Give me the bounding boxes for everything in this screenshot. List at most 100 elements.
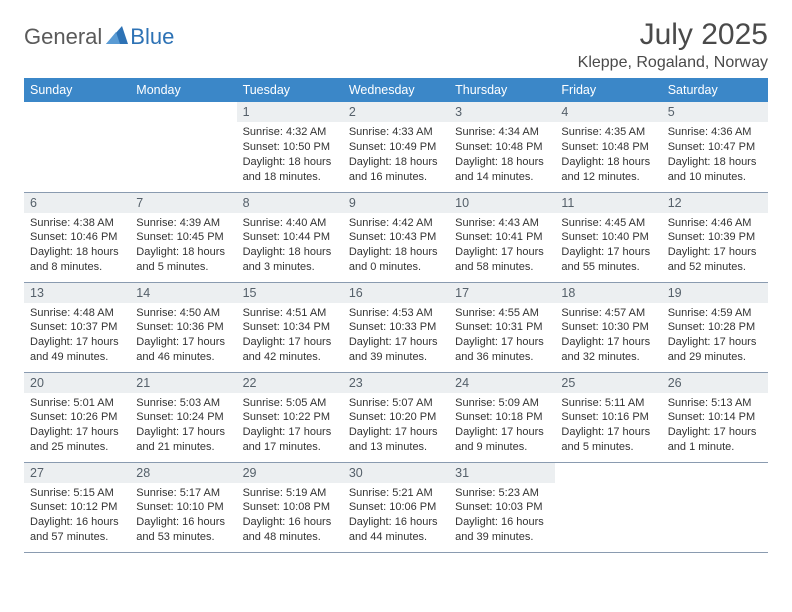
day-number: 15 [237, 283, 343, 303]
day-details: Sunrise: 4:53 AMSunset: 10:33 PMDaylight… [343, 303, 449, 369]
day-number: 6 [24, 193, 130, 213]
calendar-day-cell: 26Sunrise: 5:13 AMSunset: 10:14 PMDaylig… [662, 372, 768, 462]
day-details: Sunrise: 4:39 AMSunset: 10:45 PMDaylight… [130, 213, 236, 279]
weekday-header: Saturday [662, 78, 768, 102]
calendar-day-cell: 25Sunrise: 5:11 AMSunset: 10:16 PMDaylig… [555, 372, 661, 462]
day-number: 23 [343, 373, 449, 393]
day-details: Sunrise: 5:15 AMSunset: 10:12 PMDaylight… [24, 483, 130, 549]
logo: General Blue [24, 24, 174, 50]
day-details: Sunrise: 5:07 AMSunset: 10:20 PMDaylight… [343, 393, 449, 459]
day-details: Sunrise: 5:23 AMSunset: 10:03 PMDaylight… [449, 483, 555, 549]
calendar-day-cell: 24Sunrise: 5:09 AMSunset: 10:18 PMDaylig… [449, 372, 555, 462]
calendar-day-cell: 30Sunrise: 5:21 AMSunset: 10:06 PMDaylig… [343, 462, 449, 552]
calendar-day-cell: 8Sunrise: 4:40 AMSunset: 10:44 PMDayligh… [237, 192, 343, 282]
calendar-day-cell: . [24, 102, 130, 192]
day-number: 17 [449, 283, 555, 303]
weekday-header: Friday [555, 78, 661, 102]
weekday-header-row: Sunday Monday Tuesday Wednesday Thursday… [24, 78, 768, 102]
day-number: 11 [555, 193, 661, 213]
day-number: 21 [130, 373, 236, 393]
weekday-header: Sunday [24, 78, 130, 102]
calendar-day-cell: 6Sunrise: 4:38 AMSunset: 10:46 PMDayligh… [24, 192, 130, 282]
weekday-header: Thursday [449, 78, 555, 102]
calendar-day-cell: 10Sunrise: 4:43 AMSunset: 10:41 PMDaylig… [449, 192, 555, 282]
day-number: 25 [555, 373, 661, 393]
calendar-day-cell: 29Sunrise: 5:19 AMSunset: 10:08 PMDaylig… [237, 462, 343, 552]
day-details: Sunrise: 4:40 AMSunset: 10:44 PMDaylight… [237, 213, 343, 279]
calendar-day-cell: 9Sunrise: 4:42 AMSunset: 10:43 PMDayligh… [343, 192, 449, 282]
day-number: 4 [555, 102, 661, 122]
day-number: 26 [662, 373, 768, 393]
day-details: Sunrise: 4:36 AMSunset: 10:47 PMDaylight… [662, 122, 768, 188]
day-details: Sunrise: 5:17 AMSunset: 10:10 PMDaylight… [130, 483, 236, 549]
day-number: 7 [130, 193, 236, 213]
day-details: Sunrise: 4:43 AMSunset: 10:41 PMDaylight… [449, 213, 555, 279]
day-number: 28 [130, 463, 236, 483]
calendar-day-cell: 7Sunrise: 4:39 AMSunset: 10:45 PMDayligh… [130, 192, 236, 282]
weekday-header: Wednesday [343, 78, 449, 102]
day-number: 9 [343, 193, 449, 213]
day-details: Sunrise: 4:33 AMSunset: 10:49 PMDaylight… [343, 122, 449, 188]
calendar-week-row: 20Sunrise: 5:01 AMSunset: 10:26 PMDaylig… [24, 372, 768, 462]
calendar-body: ..1Sunrise: 4:32 AMSunset: 10:50 PMDayli… [24, 102, 768, 552]
day-details: Sunrise: 5:13 AMSunset: 10:14 PMDaylight… [662, 393, 768, 459]
calendar-day-cell: 18Sunrise: 4:57 AMSunset: 10:30 PMDaylig… [555, 282, 661, 372]
day-number: 16 [343, 283, 449, 303]
logo-text-blue: Blue [130, 24, 174, 50]
calendar-day-cell: 14Sunrise: 4:50 AMSunset: 10:36 PMDaylig… [130, 282, 236, 372]
day-number: 31 [449, 463, 555, 483]
day-details: Sunrise: 4:38 AMSunset: 10:46 PMDaylight… [24, 213, 130, 279]
day-number: 20 [24, 373, 130, 393]
day-details: Sunrise: 4:48 AMSunset: 10:37 PMDaylight… [24, 303, 130, 369]
day-number: 22 [237, 373, 343, 393]
location-text: Kleppe, Rogaland, Norway [578, 54, 768, 72]
day-details: Sunrise: 4:51 AMSunset: 10:34 PMDaylight… [237, 303, 343, 369]
weekday-header: Tuesday [237, 78, 343, 102]
title-block: July 2025 Kleppe, Rogaland, Norway [578, 18, 768, 72]
day-number: 24 [449, 373, 555, 393]
calendar-day-cell: 12Sunrise: 4:46 AMSunset: 10:39 PMDaylig… [662, 192, 768, 282]
day-number: 29 [237, 463, 343, 483]
day-number: 18 [555, 283, 661, 303]
calendar-day-cell: . [662, 462, 768, 552]
day-details: Sunrise: 5:21 AMSunset: 10:06 PMDaylight… [343, 483, 449, 549]
calendar-day-cell: 23Sunrise: 5:07 AMSunset: 10:20 PMDaylig… [343, 372, 449, 462]
calendar-day-cell: 31Sunrise: 5:23 AMSunset: 10:03 PMDaylig… [449, 462, 555, 552]
day-number: 2 [343, 102, 449, 122]
calendar-week-row: 27Sunrise: 5:15 AMSunset: 10:12 PMDaylig… [24, 462, 768, 552]
day-details: Sunrise: 4:34 AMSunset: 10:48 PMDaylight… [449, 122, 555, 188]
calendar-day-cell: 3Sunrise: 4:34 AMSunset: 10:48 PMDayligh… [449, 102, 555, 192]
day-number: 3 [449, 102, 555, 122]
calendar-day-cell: 11Sunrise: 4:45 AMSunset: 10:40 PMDaylig… [555, 192, 661, 282]
calendar-week-row: 13Sunrise: 4:48 AMSunset: 10:37 PMDaylig… [24, 282, 768, 372]
day-details: Sunrise: 5:09 AMSunset: 10:18 PMDaylight… [449, 393, 555, 459]
calendar-day-cell: 20Sunrise: 5:01 AMSunset: 10:26 PMDaylig… [24, 372, 130, 462]
calendar-day-cell: 27Sunrise: 5:15 AMSunset: 10:12 PMDaylig… [24, 462, 130, 552]
calendar-day-cell: 13Sunrise: 4:48 AMSunset: 10:37 PMDaylig… [24, 282, 130, 372]
calendar-day-cell: . [130, 102, 236, 192]
day-number: 14 [130, 283, 236, 303]
day-number: 5 [662, 102, 768, 122]
calendar-day-cell: 5Sunrise: 4:36 AMSunset: 10:47 PMDayligh… [662, 102, 768, 192]
calendar-week-row: 6Sunrise: 4:38 AMSunset: 10:46 PMDayligh… [24, 192, 768, 282]
day-details: Sunrise: 4:42 AMSunset: 10:43 PMDaylight… [343, 213, 449, 279]
day-details: Sunrise: 4:59 AMSunset: 10:28 PMDaylight… [662, 303, 768, 369]
day-details: Sunrise: 4:45 AMSunset: 10:40 PMDaylight… [555, 213, 661, 279]
day-number: 12 [662, 193, 768, 213]
calendar-day-cell: 19Sunrise: 4:59 AMSunset: 10:28 PMDaylig… [662, 282, 768, 372]
day-details: Sunrise: 4:32 AMSunset: 10:50 PMDaylight… [237, 122, 343, 188]
month-title: July 2025 [578, 18, 768, 52]
day-details: Sunrise: 5:03 AMSunset: 10:24 PMDaylight… [130, 393, 236, 459]
day-details: Sunrise: 4:57 AMSunset: 10:30 PMDaylight… [555, 303, 661, 369]
day-number: 1 [237, 102, 343, 122]
day-number: 13 [24, 283, 130, 303]
calendar-day-cell: 21Sunrise: 5:03 AMSunset: 10:24 PMDaylig… [130, 372, 236, 462]
day-number: 30 [343, 463, 449, 483]
day-details: Sunrise: 4:46 AMSunset: 10:39 PMDaylight… [662, 213, 768, 279]
logo-triangle-icon [106, 26, 128, 49]
logo-text-general: General [24, 24, 102, 50]
day-number: 27 [24, 463, 130, 483]
day-details: Sunrise: 4:50 AMSunset: 10:36 PMDaylight… [130, 303, 236, 369]
calendar-day-cell: 15Sunrise: 4:51 AMSunset: 10:34 PMDaylig… [237, 282, 343, 372]
day-details: Sunrise: 5:19 AMSunset: 10:08 PMDaylight… [237, 483, 343, 549]
